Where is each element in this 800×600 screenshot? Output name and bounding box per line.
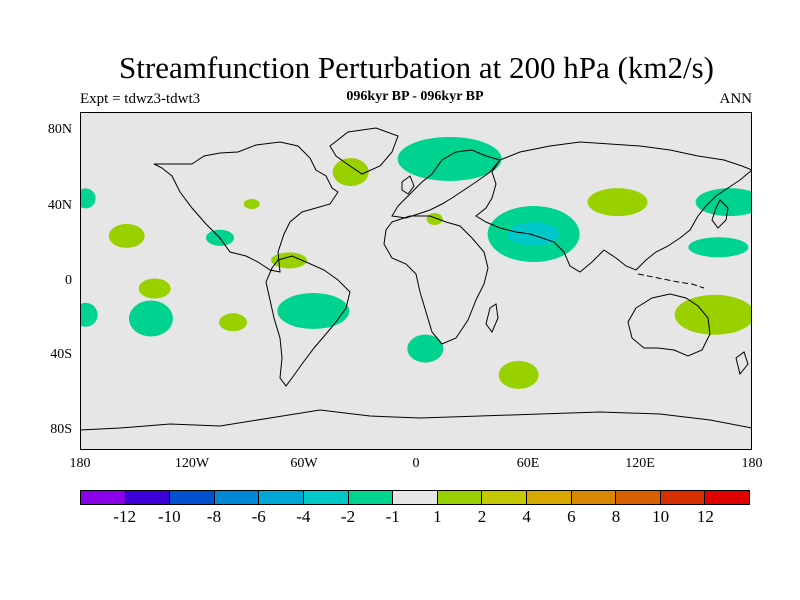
coast-europe — [391, 149, 501, 219]
anomaly-region — [271, 252, 308, 269]
coast-asia — [475, 141, 752, 273]
colorbar — [80, 490, 750, 505]
colorbar-label: 4 — [522, 507, 531, 526]
x-tick-label: 60E — [516, 456, 540, 471]
colorbar-box — [526, 491, 572, 504]
anomaly-region — [332, 158, 369, 187]
colorbar-label: 1 — [433, 507, 442, 526]
x-tick-label: 180 — [69, 456, 91, 471]
anomaly-region — [587, 188, 648, 217]
coast-south-america — [265, 255, 351, 387]
anomaly-region — [426, 213, 443, 226]
coast-australia — [627, 293, 711, 357]
y-tick-label: 40S — [50, 347, 72, 362]
colorbar-box — [303, 491, 349, 504]
anomaly-region — [397, 136, 502, 181]
colorbar-box — [660, 491, 706, 504]
colorbar-label: 2 — [477, 507, 487, 526]
coast-new-zealand — [735, 351, 749, 376]
colorbar-box — [81, 491, 126, 504]
coast-uk — [401, 175, 415, 195]
colorbar-box — [214, 491, 260, 504]
colorbar-label: -12 — [113, 507, 136, 526]
coast-north-america — [153, 141, 339, 273]
map-frame — [80, 112, 752, 450]
colorbar-box — [616, 491, 661, 504]
x-tick-label: 60W — [290, 456, 318, 471]
y-tick-label: 0 — [65, 273, 72, 288]
anomaly-region — [138, 278, 171, 299]
anomaly-region — [674, 294, 752, 335]
colorbar-box — [482, 491, 527, 504]
y-tick-label: 80N — [47, 122, 72, 137]
coast-indonesia — [637, 273, 705, 289]
anomaly-region — [695, 188, 752, 217]
coast-japan — [711, 199, 729, 229]
anomaly-region — [507, 222, 560, 247]
coast-madagascar — [485, 303, 499, 333]
anomaly-region — [688, 237, 749, 258]
colorbar-label: 8 — [611, 507, 621, 526]
colorbar-box — [393, 491, 438, 504]
colorbar-label: -2 — [340, 507, 356, 526]
coastlines — [80, 127, 752, 431]
colorbar-label: 12 — [696, 507, 714, 526]
colorbar-label: 6 — [567, 507, 576, 526]
colorbar-box — [170, 491, 215, 504]
anomaly-layer — [80, 136, 752, 389]
colorbar-box — [571, 491, 617, 504]
season-label: ANN — [719, 91, 753, 107]
experiment-label: Expt = tdwz3-tdwt3 — [80, 91, 201, 107]
y-tick-label: 40N — [47, 198, 72, 213]
coast-greenland — [329, 127, 399, 175]
colorbar-label: -6 — [251, 507, 266, 526]
period-label: 096kyr BP - 096kyr BP — [346, 89, 484, 104]
y-tick-label: 80S — [50, 422, 72, 437]
anomaly-region — [277, 293, 350, 330]
anomaly-region — [80, 302, 98, 327]
anomaly-region — [80, 188, 96, 209]
x-tick-label: 180 — [741, 456, 763, 471]
colorbar-box — [259, 491, 304, 504]
colorbar-label: -10 — [157, 507, 181, 526]
x-tick-label: 120E — [625, 456, 655, 471]
colorbar-label: -8 — [206, 507, 222, 526]
x-tick-label: 0 — [412, 456, 420, 471]
anomaly-region — [219, 313, 248, 332]
colorbar-label: -4 — [296, 507, 311, 526]
x-tick-label: 120W — [174, 456, 210, 471]
colorbar-box — [125, 491, 171, 504]
anomaly-region — [128, 300, 173, 337]
anomaly-region — [108, 223, 145, 248]
coast-africa — [383, 215, 489, 345]
colorbar-label: -1 — [385, 507, 400, 526]
chart-title: Streamfunction Perturbation at 200 hPa (… — [119, 50, 714, 85]
coast-antarctica — [80, 409, 752, 431]
anomaly-region — [498, 360, 539, 389]
colorbar-box — [705, 491, 749, 504]
colorbar-box — [348, 491, 394, 504]
anomaly-region — [243, 199, 260, 210]
colorbar-label: 10 — [652, 507, 670, 526]
anomaly-region — [407, 334, 444, 363]
world-map — [80, 112, 752, 450]
colorbar-box — [437, 491, 483, 504]
